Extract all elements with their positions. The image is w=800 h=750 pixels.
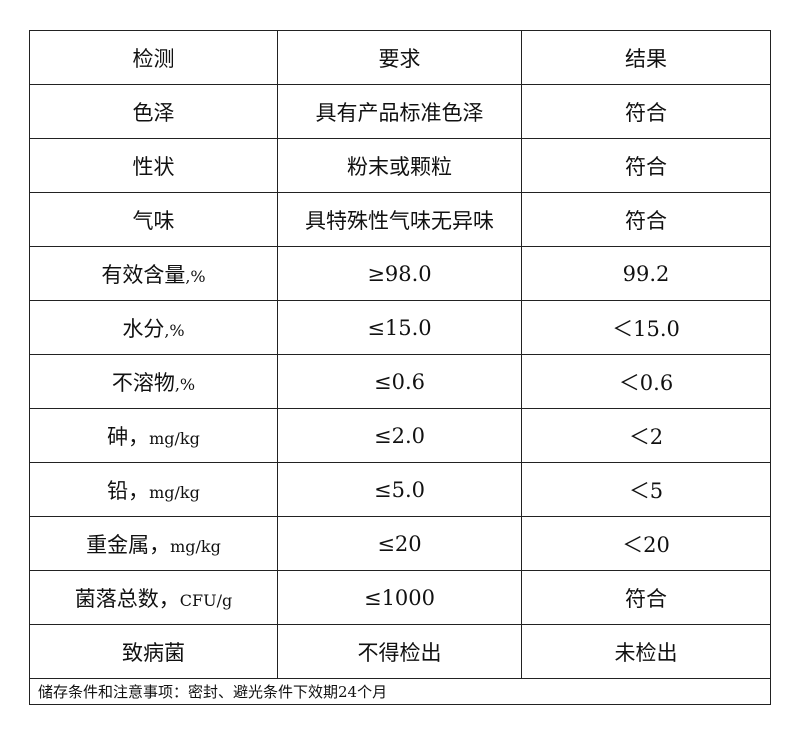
result-cell: 符合 [521,192,771,247]
item-cell: 有效含量,% [29,246,278,301]
item-name: 致病菌 [122,640,185,665]
result-cell: 未检出 [521,624,771,679]
item-unit: CFU/g [179,590,233,610]
requirement-cell: ≤15.0 [277,300,522,355]
requirement-cell: ≤1000 [277,570,522,625]
result-cell: ＜0.6 [521,354,771,409]
requirement-cell: ≤5.0 [277,462,522,517]
item-name: 气味 [132,208,175,233]
item-cell: 气味 [29,192,278,247]
item-cell: 菌落总数，CFU/g [29,570,278,625]
item-cell: 不溶物,% [29,354,278,409]
item-name: 砷， [107,424,150,449]
header-cell: 要求 [277,30,522,85]
table-row: 菌落总数，CFU/g ≤1000 符合 [29,570,771,625]
storage-note: 储存条件和注意事项：密封、避光条件下效期24个月 [29,678,771,705]
requirement-cell: 不得检出 [277,624,522,679]
header-cell: 检测 [29,30,278,85]
table-row: 性状 粉末或颗粒 符合 [29,138,771,193]
table-row: 气味 具特殊性气味无异味 符合 [29,192,771,247]
result-cell: ＜2 [521,408,771,463]
requirement-cell: 粉末或颗粒 [277,138,522,193]
item-name: 性状 [132,154,175,179]
item-name: 铅， [107,478,150,503]
item-name: 不溶物 [111,370,175,395]
result-cell: 符合 [521,570,771,625]
table-row: 不溶物,% ≤0.6 ＜0.6 [29,354,771,409]
item-name: 菌落总数， [74,586,180,611]
result-cell: ＜15.0 [521,300,771,355]
table-row: 有效含量,% ≥98.0 99.2 [29,246,771,301]
item-cell: 水分,% [29,300,278,355]
result-cell: 符合 [521,138,771,193]
table-row: 水分,% ≤15.0 ＜15.0 [29,300,771,355]
note-row: 储存条件和注意事项：密封、避光条件下效期24个月 [29,678,771,705]
item-name: 水分 [122,316,165,341]
item-unit: ,% [174,374,196,394]
item-cell: 致病菌 [29,624,278,679]
result-cell: 符合 [521,84,771,139]
item-name: 重金属， [86,532,171,557]
item-unit: mg/kg [149,428,200,448]
requirement-cell: ≥98.0 [277,246,522,301]
item-cell: 重金属，mg/kg [29,516,278,571]
table-row: 致病菌 不得检出 未检出 [29,624,771,679]
item-unit: mg/kg [149,482,200,502]
header-cell: 结果 [521,30,771,85]
table-row: 铅，mg/kg ≤5.0 ＜5 [29,462,771,517]
result-cell: 99.2 [521,246,771,301]
item-unit: mg/kg [170,536,221,556]
table-row: 砷，mg/kg ≤2.0 ＜2 [29,408,771,463]
item-unit: ,% [185,266,206,286]
item-cell: 铅，mg/kg [29,462,278,517]
requirement-cell: ≤20 [277,516,522,571]
header-row: 检测 要求 结果 [29,30,771,85]
table-row: 色泽 具有产品标准色泽 符合 [29,84,771,139]
item-name: 有效含量 [101,262,186,287]
requirement-cell: ≤0.6 [277,354,522,409]
result-cell: ＜5 [521,462,771,517]
table-row: 重金属，mg/kg ≤20 ＜20 [29,516,771,571]
result-cell: ＜20 [521,516,771,571]
item-unit: ,% [164,320,185,340]
requirement-cell: 具有产品标准色泽 [277,84,522,139]
item-cell: 色泽 [29,84,278,139]
requirement-cell: 具特殊性气味无异味 [277,192,522,247]
item-name: 色泽 [132,100,175,125]
item-cell: 性状 [29,138,278,193]
item-cell: 砷，mg/kg [29,408,278,463]
requirement-cell: ≤2.0 [277,408,522,463]
inspection-table: 检测 要求 结果 色泽 具有产品标准色泽 符合 性状 粉末或颗粒 符合 气味 具特殊… [29,30,771,705]
